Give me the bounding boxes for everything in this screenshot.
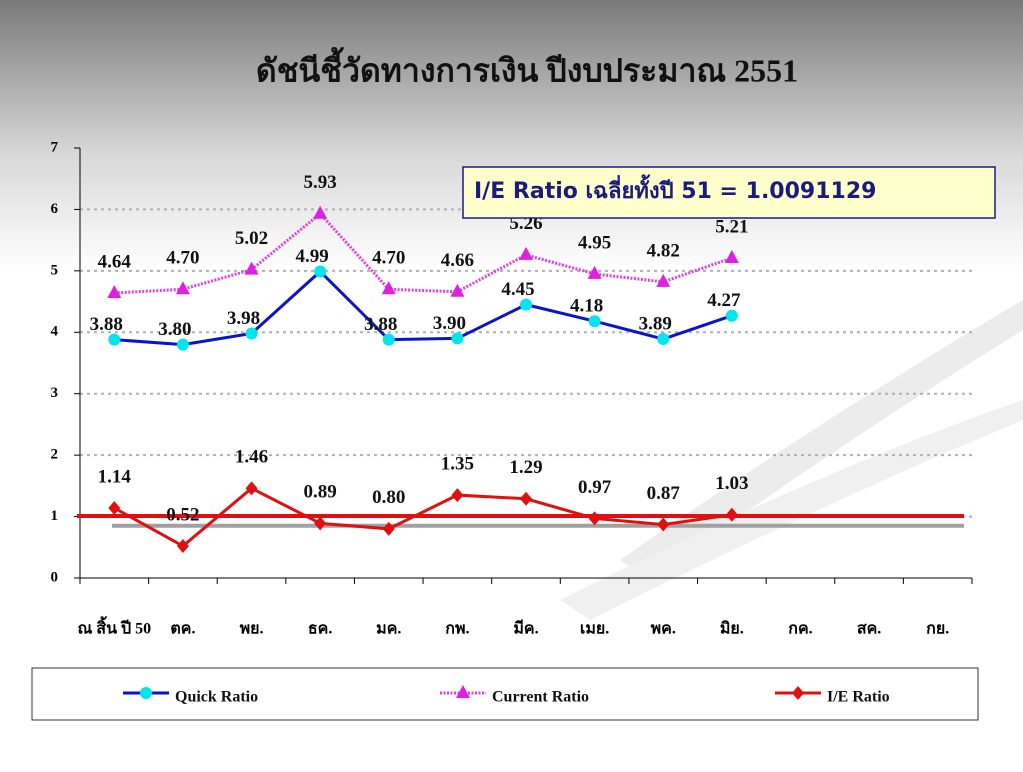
data-label: 3.98 (227, 308, 260, 329)
x-tick-label: กย. (926, 621, 949, 638)
marker (140, 687, 152, 699)
data-label: 1.46 (235, 447, 268, 468)
x-tick-label: กพ. (445, 621, 469, 638)
y-tick-label: 3 (51, 385, 59, 401)
marker (588, 511, 601, 526)
marker (724, 249, 739, 263)
data-label: 4.99 (296, 246, 329, 267)
data-label: 5.02 (235, 228, 268, 249)
data-label: 4.82 (647, 240, 680, 261)
x-tick-label: กค. (788, 621, 812, 638)
marker (381, 281, 396, 295)
marker (108, 500, 121, 515)
data-label: 1.29 (509, 457, 542, 478)
data-label: 0.89 (304, 482, 337, 503)
data-label: 5.21 (715, 216, 748, 237)
marker (725, 507, 738, 522)
y-tick-label: 5 (51, 262, 59, 278)
legend-label: Current Ratio (492, 689, 589, 706)
data-label: 4.27 (707, 290, 741, 311)
marker (520, 298, 532, 311)
data-label: 4.66 (441, 250, 474, 271)
series-line (114, 269, 733, 347)
marker (245, 481, 258, 496)
x-tick-label: พย. (240, 621, 264, 638)
marker (176, 338, 189, 351)
marker (108, 333, 121, 346)
marker (519, 246, 533, 260)
annotation: I/E Ratio เฉลี่ยทั้งปี 51 = 1.0091129 (474, 174, 876, 204)
marker (725, 309, 738, 322)
marker (382, 521, 395, 536)
marker (456, 685, 470, 698)
data-label: 3.89 (639, 313, 672, 334)
marker (107, 284, 122, 298)
data-label: 4.45 (501, 279, 534, 300)
data-label: 3.88 (364, 314, 397, 335)
data-label: 4.64 (98, 251, 132, 272)
legend-label: I/E Ratio (827, 689, 890, 706)
data-label: 1.14 (98, 466, 132, 487)
marker (245, 327, 258, 340)
marker (451, 332, 464, 345)
marker (657, 517, 670, 532)
decoration (620, 300, 1023, 580)
marker (657, 333, 670, 346)
marker (244, 261, 259, 275)
marker (382, 333, 395, 346)
x-tick-label: ธค. (308, 621, 332, 638)
legend-label: Quick Ratio (175, 689, 258, 706)
marker (520, 491, 532, 506)
data-label: 0.97 (578, 477, 612, 498)
marker (588, 315, 601, 328)
x-tick-label: สค. (857, 621, 881, 638)
data-label: 5.93 (304, 172, 337, 193)
data-label: 4.70 (372, 248, 405, 269)
marker (314, 265, 327, 278)
data-label: 0.87 (647, 483, 681, 504)
series-line (114, 211, 733, 295)
y-tick-label: 4 (51, 324, 59, 340)
marker (656, 273, 671, 287)
data-label: 4.18 (570, 296, 603, 317)
y-tick-label: 2 (51, 447, 59, 463)
x-tick-label: มีค. (513, 619, 538, 638)
marker (451, 488, 464, 503)
data-label: 1.03 (715, 473, 748, 494)
y-tick-label: 7 (51, 139, 59, 155)
data-label: 3.90 (433, 313, 466, 334)
data-label: 3.88 (90, 314, 123, 335)
data-label: 1.35 (441, 453, 474, 474)
x-tick-label: ณ สิ้น ปี 50 (77, 616, 151, 638)
data-label: 4.95 (578, 232, 611, 253)
marker (314, 516, 327, 531)
x-tick-label: พค. (651, 621, 676, 638)
data-label: 3.80 (158, 319, 191, 340)
chart-title: ดัชนีชี้วัดทางการเงิน ปีงบประมาณ 2551 (256, 46, 798, 88)
data-label: 4.70 (166, 248, 199, 269)
marker (450, 283, 465, 297)
x-tick-label: มิย. (720, 620, 744, 638)
marker (313, 205, 328, 219)
x-tick-label: เมย. (580, 621, 609, 638)
data-label: 0.52 (166, 504, 199, 525)
marker (175, 281, 190, 295)
annotation-box (462, 166, 996, 219)
x-tick-label: ตค. (170, 621, 195, 638)
x-tick-label: มค. (376, 621, 401, 638)
data-label: 0.80 (372, 487, 405, 508)
y-tick-label: 0 (51, 569, 59, 585)
y-tick-label: 1 (51, 508, 59, 524)
marker (587, 265, 602, 279)
marker (176, 539, 189, 554)
y-tick-label: 6 (51, 201, 59, 217)
marker (792, 686, 804, 700)
series-line (113, 486, 733, 548)
